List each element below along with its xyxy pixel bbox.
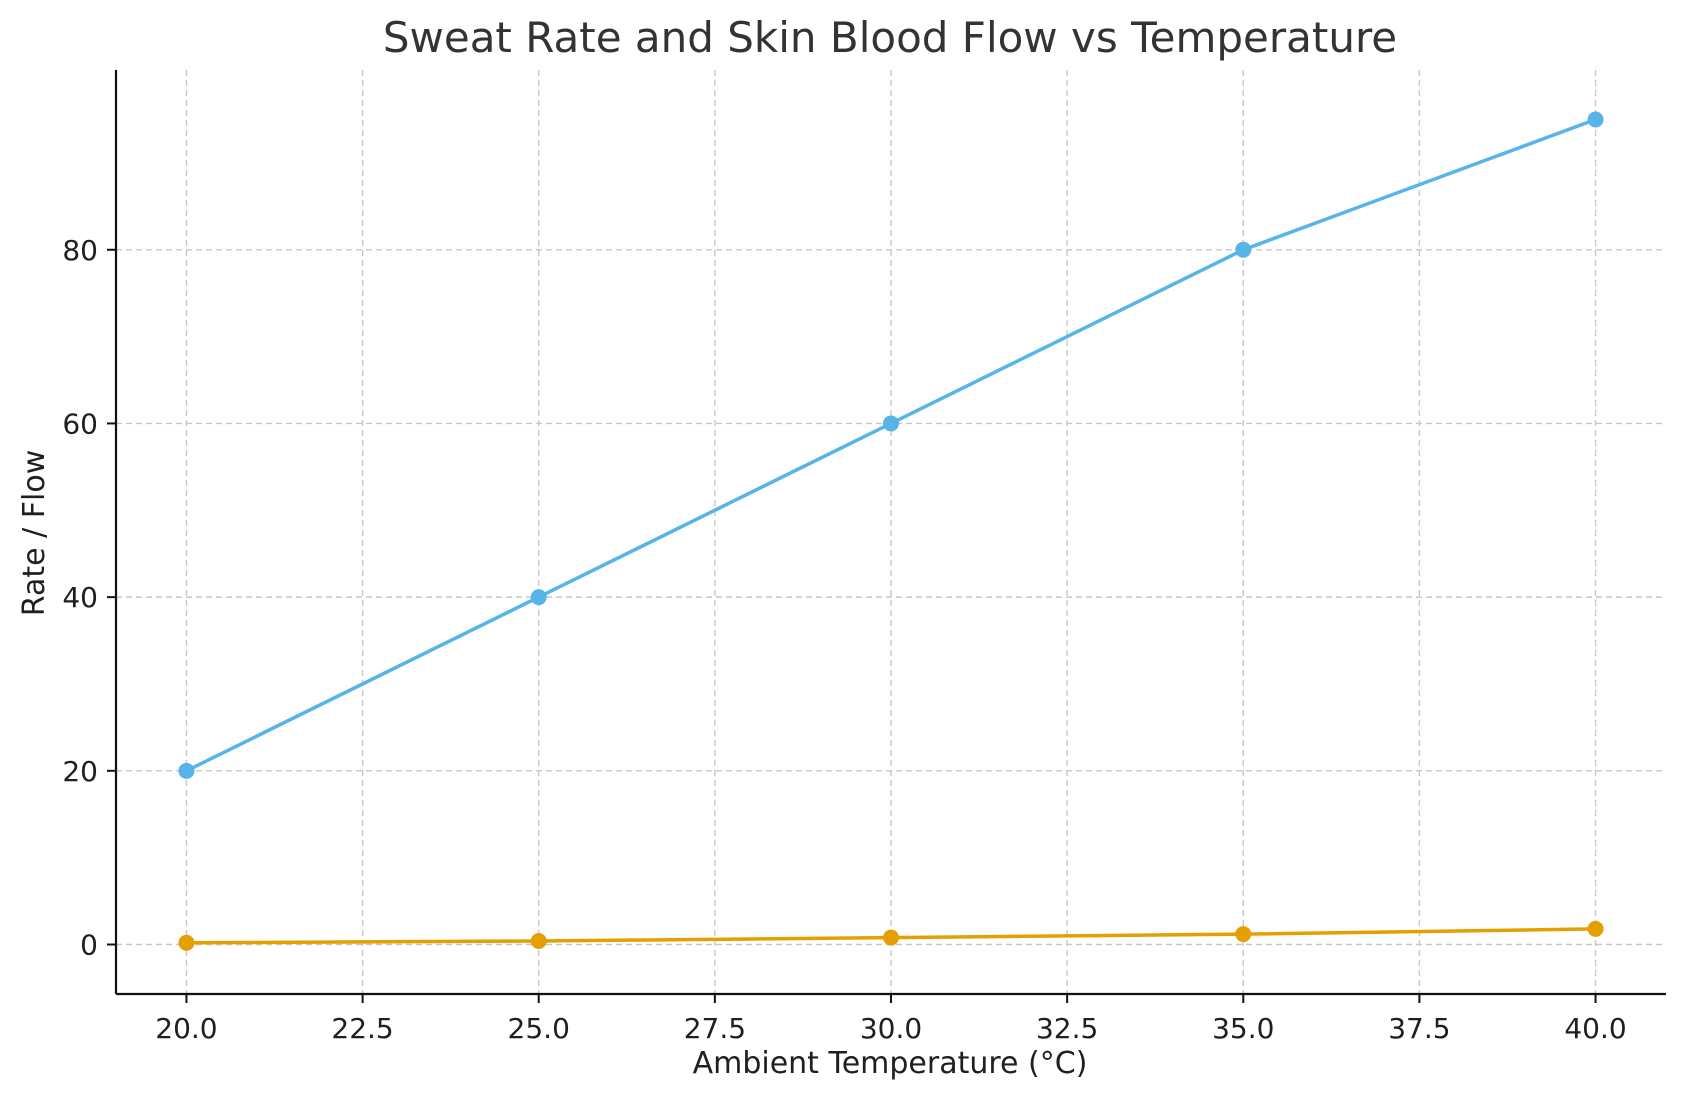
series-1 <box>178 920 1604 951</box>
data-point <box>1587 920 1604 937</box>
data-point <box>530 589 547 606</box>
series-layer <box>178 111 1604 951</box>
data-point <box>178 934 195 951</box>
y-axis-label: Rate / Flow <box>17 450 52 616</box>
x-tick-label: 20.0 <box>155 1012 217 1045</box>
data-point <box>883 929 899 946</box>
y-tick-label: 80 <box>62 234 98 267</box>
y-tick-label: 0 <box>80 929 98 962</box>
x-tick-label: 37.5 <box>1388 1012 1450 1045</box>
x-tick-label: 27.5 <box>684 1012 746 1045</box>
data-point <box>530 933 547 950</box>
data-point <box>883 415 899 432</box>
axes: 20.0 22.5 25.0 27.5 30.0 32.5 35.0 37.5 40.0 0 20 4… <box>62 70 1666 1045</box>
data-point <box>1235 926 1252 943</box>
x-tick-label: 22.5 <box>331 1012 393 1045</box>
grid-lines <box>116 70 1666 994</box>
data-point <box>1587 111 1604 128</box>
x-tick-label: 35.0 <box>1212 1012 1274 1045</box>
y-tick-label: 40 <box>62 581 98 614</box>
x-axis-label: Ambient Temperature (°C) <box>693 1046 1088 1081</box>
data-point <box>178 762 195 779</box>
x-tick-label: 25.0 <box>508 1012 570 1045</box>
x-tick-label: 40.0 <box>1564 1012 1626 1045</box>
x-tick-label: 32.5 <box>1036 1012 1098 1045</box>
chart-title: Sweat Rate and Skin Blood Flow vs Temper… <box>383 13 1397 62</box>
y-tick-label: 60 <box>62 407 98 440</box>
series-0 <box>178 111 1604 779</box>
x-tick-label: 30.0 <box>860 1012 922 1045</box>
data-point <box>1235 241 1252 258</box>
y-tick-label: 20 <box>62 755 98 788</box>
